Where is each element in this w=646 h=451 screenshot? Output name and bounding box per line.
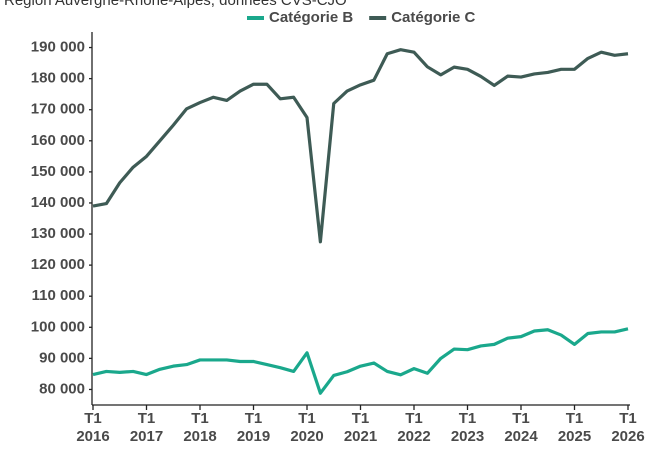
legend-label: Catégorie C: [391, 9, 475, 26]
x-tick-label: T1 2018: [183, 410, 216, 445]
series-line: [92, 327, 629, 395]
y-tick-label: 140 000: [31, 194, 85, 211]
y-tick-label: 80 000: [39, 380, 85, 397]
y-tick-label: 160 000: [31, 132, 85, 149]
x-tick-label: T1 2017: [130, 410, 163, 445]
y-tick-label: 150 000: [31, 163, 85, 180]
x-tick-label: T1 2025: [558, 410, 591, 445]
x-tick-label: T1 2022: [397, 410, 430, 445]
y-tick-label: 180 000: [31, 70, 85, 87]
x-tick-label: T1 2016: [76, 410, 109, 445]
x-tick-label: T1 2026: [611, 410, 644, 445]
y-tick-label: 170 000: [31, 101, 85, 118]
chart-subtitle: Région Auvergne-Rhône-Alpes, données CVS…: [4, 0, 347, 9]
y-tick-label: 190 000: [31, 39, 85, 56]
y-tick-label: 100 000: [31, 318, 85, 335]
y-tick-label: 110 000: [32, 287, 85, 304]
y-tick-label: 130 000: [31, 225, 85, 242]
x-tick-label: T1 2023: [451, 410, 484, 445]
series-line: [92, 48, 629, 244]
x-tick-label: T1 2021: [344, 410, 377, 445]
legend-label: Catégorie B: [269, 9, 353, 26]
x-tick-label: T1 2024: [504, 410, 538, 445]
x-tick-label: T1 2019: [237, 410, 270, 445]
y-tick-label: 120 000: [31, 256, 85, 273]
y-tick-label: 90 000: [39, 349, 85, 366]
x-tick-label: T1 2020: [290, 410, 323, 445]
